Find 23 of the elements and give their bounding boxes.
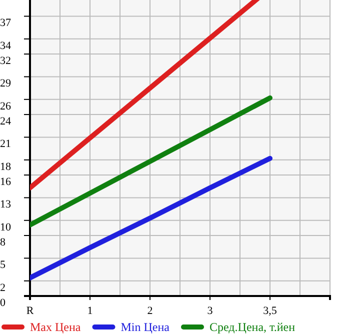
legend-label: Min Цена <box>120 320 170 334</box>
y-tick-label: 26 <box>0 100 12 112</box>
y-tick-label: 10 <box>0 221 12 234</box>
x-tick-label: R <box>26 304 34 317</box>
y-tick-label: 5 <box>0 259 6 272</box>
legend-label: Max Цена <box>30 320 82 334</box>
y-tick-label: 16 <box>0 176 12 188</box>
y-tick-label: 37 <box>0 17 12 30</box>
x-tick-label: 1 <box>87 304 93 317</box>
y-tick-label: 2 <box>0 282 6 294</box>
y-tick-label: 8 <box>0 236 6 248</box>
y-tick-label: 0 <box>0 296 6 309</box>
x-tick-label: 3 <box>207 304 214 317</box>
y-tick-label: 13 <box>0 198 12 211</box>
x-tick-label: 2 <box>147 304 153 317</box>
y-tick-label: 29 <box>0 78 12 90</box>
y-tick-label: 32 <box>0 54 11 67</box>
y-tick-label: 21 <box>0 138 11 150</box>
y-tick-label: 18 <box>0 160 12 173</box>
legend-label: Сред.Цена, т.йен <box>210 320 296 334</box>
y-tick-label: 34 <box>0 40 12 52</box>
y-tick-label: 24 <box>0 115 12 128</box>
x-tick-label: 3,5 <box>263 304 278 317</box>
